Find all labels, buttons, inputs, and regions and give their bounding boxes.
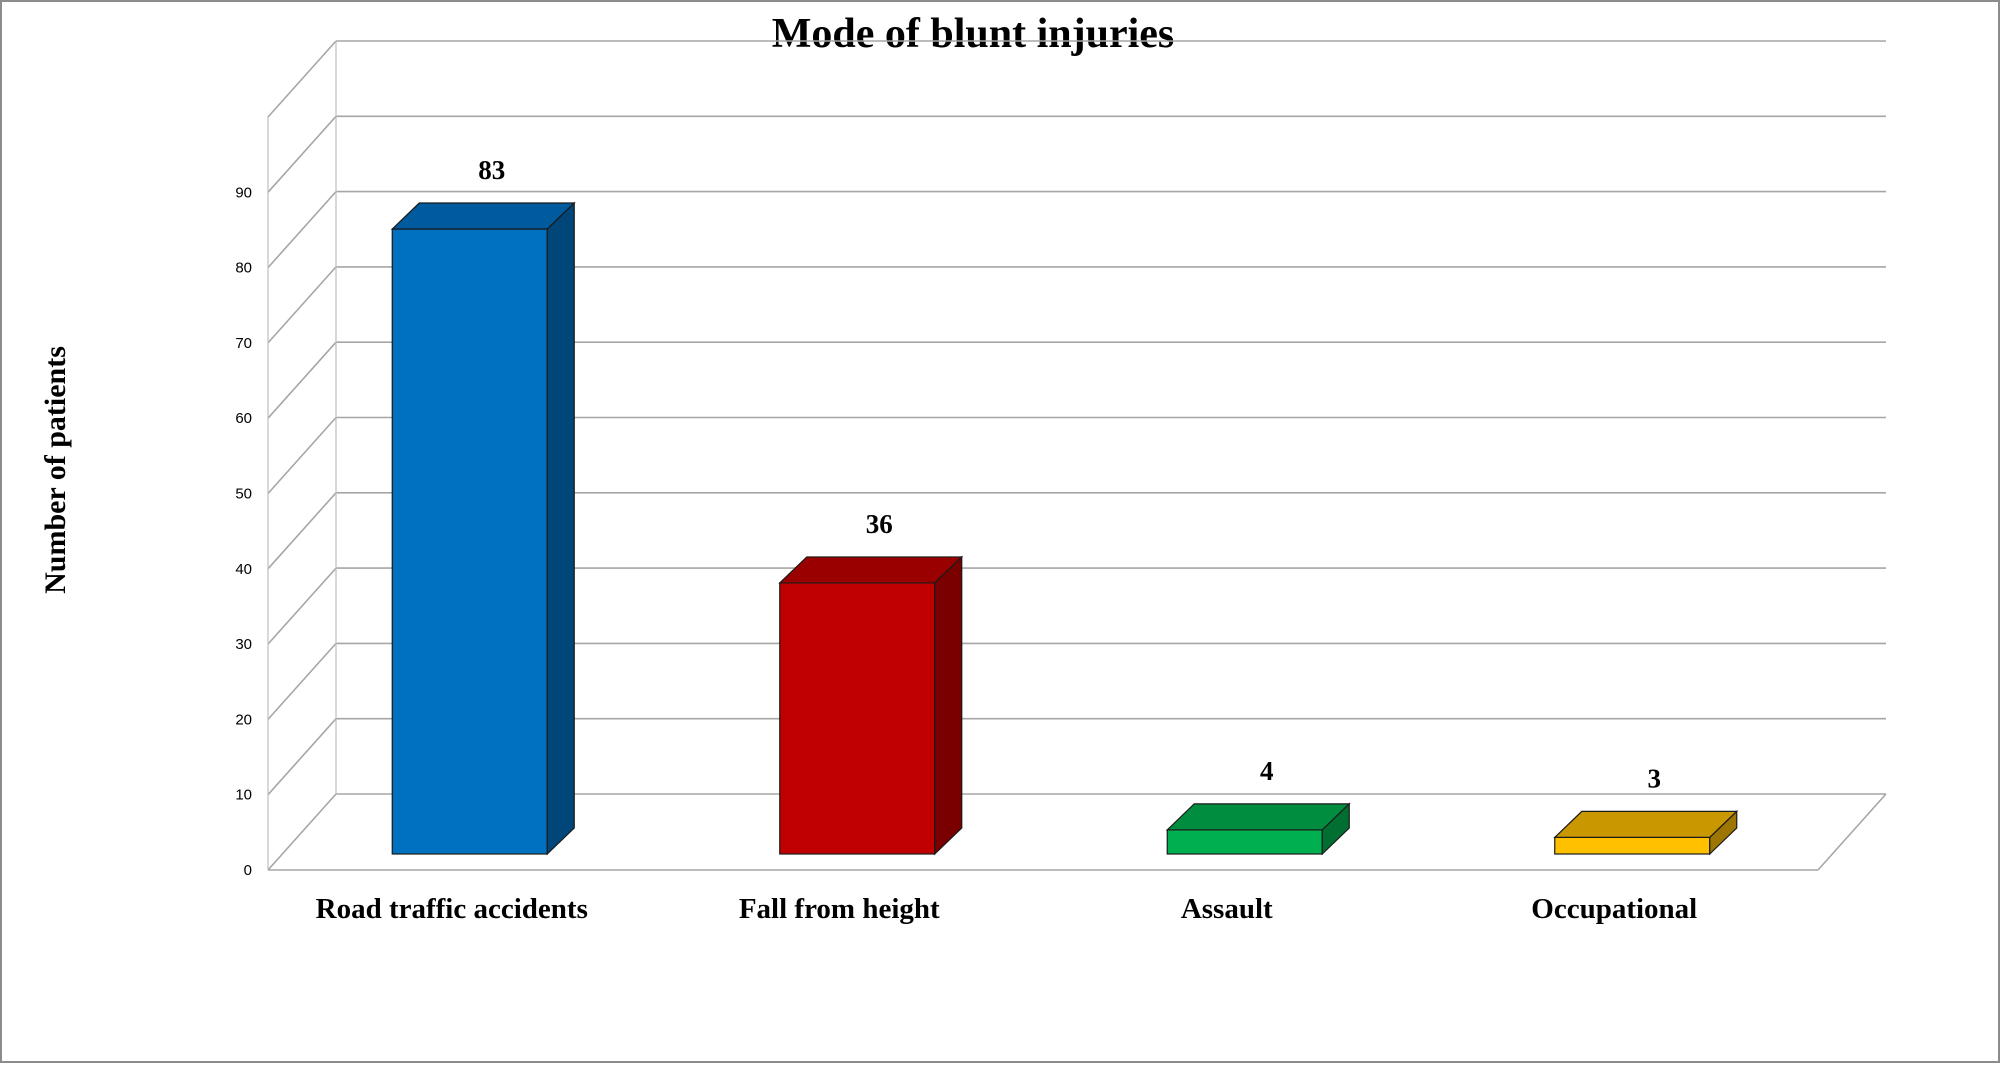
bar-2 [778,555,964,856]
bars: 83 36 4 3 [390,155,1739,856]
bar-side-face [934,555,963,856]
bar-1 [390,201,576,856]
bar-side-face [1709,809,1738,856]
bar-top-face [1553,810,1739,839]
y-tick-label: 70 [235,335,252,352]
gridline-side [267,793,337,871]
y-tick-label: 80 [235,260,252,277]
gridline-side [267,341,337,419]
floor-right-edge [1817,793,1887,871]
y-tick-labels: 0 10 20 30 40 50 60 70 80 90 [235,184,252,879]
y-tick-label: 20 [235,711,252,728]
y-tick-label: 30 [235,636,252,653]
gridline-side [267,492,337,570]
gridline-side [267,115,337,193]
category-label: Occupational [1531,893,1697,925]
gridline-side [267,40,337,118]
chart-title: Mode of blunt injuries [771,11,1175,57]
data-label: 83 [478,155,505,185]
y-tick-label: 50 [235,486,252,503]
bar-side-face [1321,802,1350,856]
category-label: Road traffic accidents [316,893,588,925]
gridline-side [267,191,337,269]
gridline-side [267,416,337,495]
bar-top-face [390,202,576,230]
y-tick-label: 0 [244,862,252,879]
category-label: Assault [1181,893,1273,925]
y-tick-label: 40 [235,561,252,578]
bar-front-face [1166,829,1323,855]
bar-front-face [779,582,936,855]
bar-4 [1553,809,1739,856]
category-label: Fall from height [739,893,940,925]
gridlines [267,40,1887,871]
category-labels: Road traffic accidents Fall from height As… [316,893,1698,925]
bar-side-face [546,201,575,856]
data-label: 36 [866,509,893,539]
gridline-side [267,642,337,720]
bar-3 [1165,802,1351,856]
data-label: 3 [1648,763,1662,793]
bar-top-face [778,556,964,584]
gridline-side [267,266,337,344]
y-tick-label: 10 [235,787,252,804]
gridline-side [267,567,337,645]
y-tick-label: 60 [235,410,252,427]
bar-front-face [1554,836,1711,855]
bar-top-face [1165,803,1351,831]
data-label: 4 [1260,756,1274,786]
bar-front-face [391,228,548,855]
gridline-side [267,718,337,796]
y-tick-label: 90 [235,184,252,201]
